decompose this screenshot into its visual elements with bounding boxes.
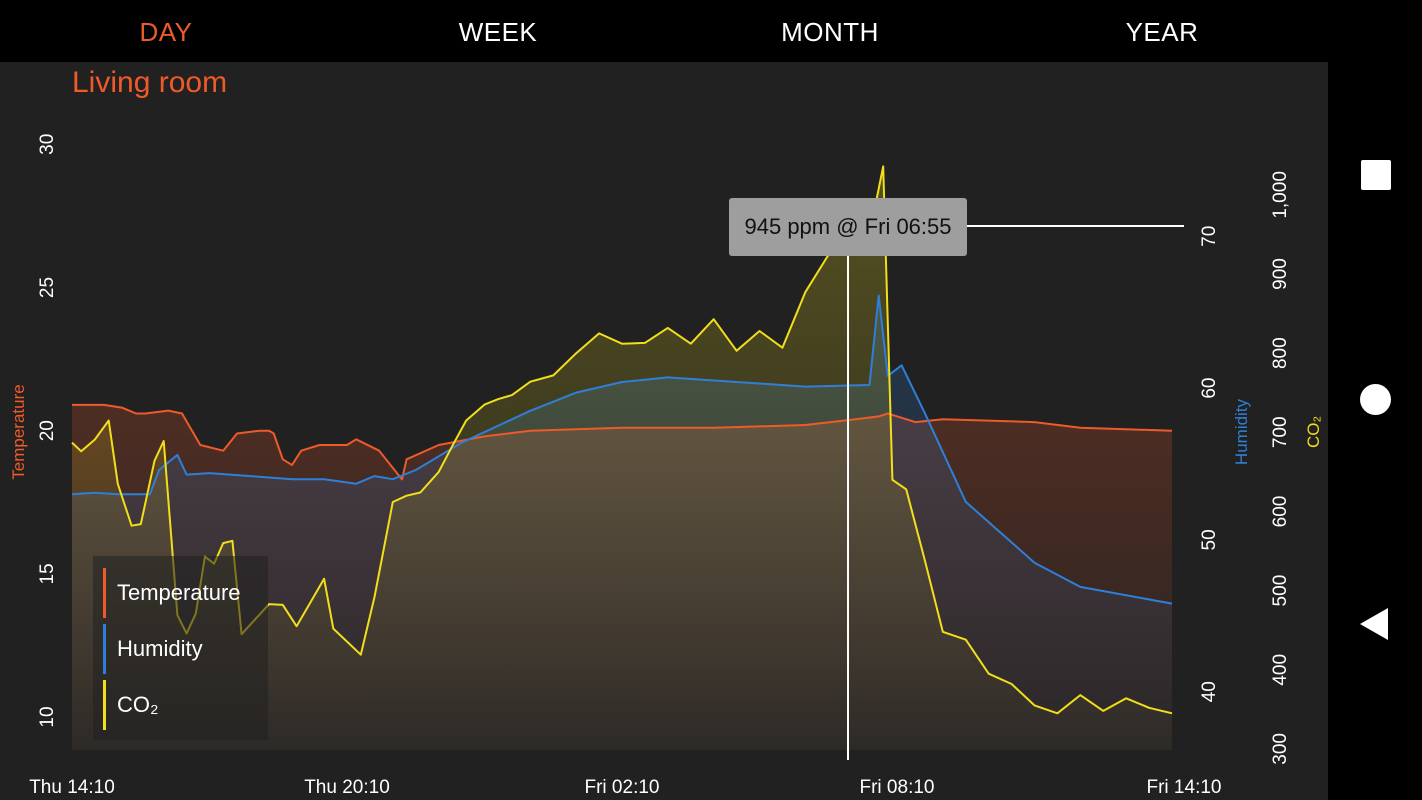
humidity-tick-label: 70 [1199,226,1220,247]
time-tick-label: Fri 02:10 [585,777,660,798]
value-tooltip: 945 ppm @ Fri 06:55 [729,198,967,256]
temperature-series-line [72,403,1173,481]
system-navigation-bar [1328,0,1422,800]
humidity-tick-label: 60 [1199,378,1220,399]
co2-area-fill [72,166,1172,750]
co2-tick-label: 600 [1270,496,1291,528]
time-tick-label: Fri 08:10 [860,777,935,798]
legend-label: CO₂ [117,692,159,717]
sensor-chart[interactable]: 10 15 20 25 30 40 50 60 70 300 400 500 600 700 800 90… [0,0,1328,800]
legend-label: Temperature [117,580,241,605]
period-tab-bar: DAY WEEK MONTH YEAR [0,0,1328,62]
legend-item-temperature[interactable]: Temperature [103,568,263,618]
humidity-tick-label: 50 [1199,529,1220,550]
humidity-tick-label: 40 [1199,681,1220,702]
co2-tick-label: 700 [1270,416,1291,448]
time-tick-label: Thu 20:10 [304,777,390,798]
co2-tick-label: 400 [1270,654,1291,686]
temperature-tick-label: 10 [37,706,58,727]
legend-label: Humidity [117,636,203,661]
temperature-tick-label: 20 [37,420,58,441]
recents-square-icon[interactable] [1361,160,1391,190]
tab-year[interactable]: YEAR [1125,17,1199,47]
tab-day[interactable]: DAY [139,17,193,47]
time-tick-label: Fri 14:10 [1147,777,1222,798]
temperature-tick-label: 30 [37,134,58,155]
co2-axis-title: CO₂ [1304,416,1323,448]
temperature-tick-label: 15 [37,563,58,584]
legend-item-co2[interactable]: CO₂ [103,680,263,730]
time-tick-label: Thu 14:10 [29,777,115,798]
temperature-axis-title: Temperature [9,384,28,479]
legend-item-humidity[interactable]: Humidity [103,624,263,674]
co2-tick-label: 900 [1270,258,1291,290]
legend-color-swatch [103,624,106,674]
back-triangle-icon[interactable] [1360,608,1388,640]
tab-month[interactable]: MONTH [781,17,879,47]
co2-tick-label: 500 [1270,575,1291,607]
tab-week[interactable]: WEEK [458,17,538,47]
co2-tick-label: 1,000 [1270,171,1291,219]
temperature-tick-label: 25 [37,277,58,298]
co2-tick-label: 300 [1270,733,1291,765]
home-circle-icon[interactable] [1360,384,1391,415]
humidity-series-line [71,294,1173,605]
legend-color-swatch [103,568,106,618]
co2-tick-label: 800 [1270,337,1291,369]
legend-color-swatch [103,680,106,730]
humidity-axis-title: Humidity [1232,398,1251,465]
chart-legend: Temperature Humidity CO₂ [93,556,268,740]
room-title: Living room [72,66,228,99]
